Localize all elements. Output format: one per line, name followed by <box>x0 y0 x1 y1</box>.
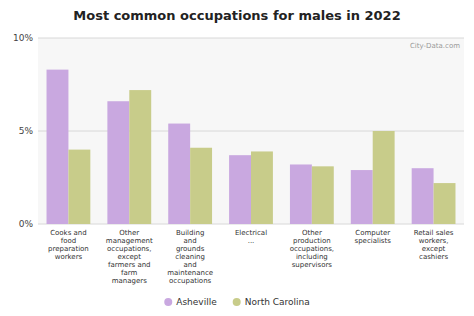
legend-label: Asheville <box>176 297 217 307</box>
x-tick-label-line: supervisors <box>292 261 333 269</box>
y-tick-label: 10% <box>13 33 33 43</box>
bar <box>434 183 456 224</box>
bar <box>68 150 90 224</box>
bar <box>47 70 69 224</box>
x-tick-label-line: Computer <box>355 229 390 237</box>
x-tick-label-line: occupations <box>169 277 212 285</box>
x-tick-label-line: cashiers <box>419 253 448 261</box>
x-tick-label-line: ... <box>248 237 255 245</box>
x-tick-label-line: Other <box>302 229 322 237</box>
x-tick-label-line: management <box>106 237 153 245</box>
x-tick-label-line: food <box>61 237 76 245</box>
x-tick-label-line: and <box>184 237 197 245</box>
legend-swatch <box>233 298 241 306</box>
bar <box>251 151 273 224</box>
x-tick-label-line: Electrical <box>235 229 267 237</box>
x-tick-label-line: Building <box>176 229 204 237</box>
x-tick-label-line: farmers and <box>108 261 151 269</box>
x-tick-label: Retail salesworkers,exceptcashiers <box>414 229 454 261</box>
x-tick-label-line: specialists <box>355 237 392 245</box>
x-tick-label: Computerspecialists <box>355 229 392 245</box>
x-tick-label-line: occupations, <box>290 245 334 253</box>
x-tick-label-line: preparation <box>48 245 89 253</box>
bar <box>190 148 212 224</box>
bar <box>229 155 251 224</box>
legend: Asheville North Carolina <box>164 297 310 307</box>
plot-area <box>38 38 464 224</box>
x-tick-label-line: cleaning <box>175 253 205 261</box>
x-tick-label: Otherproductionoccupations,includingsupe… <box>290 229 334 269</box>
legend-swatch <box>164 298 172 306</box>
legend-label: North Carolina <box>245 297 310 307</box>
bar <box>412 168 434 224</box>
x-tick-label-line: production <box>293 237 331 245</box>
x-tick-label-line: and <box>184 261 197 269</box>
bar <box>351 170 373 224</box>
x-tick-label-line: Other <box>119 229 139 237</box>
x-tick-label-line: including <box>296 253 328 261</box>
bar <box>107 101 129 224</box>
y-tick-label: 0% <box>19 219 34 229</box>
title: Most common occupations for males in 202… <box>73 8 400 23</box>
bar <box>312 166 334 224</box>
x-tick-label-line: workers <box>55 253 83 261</box>
x-tick-label-line: grounds <box>176 245 205 253</box>
x-tick-label: Electrical... <box>235 229 267 245</box>
x-tick-label-line: except <box>422 245 446 253</box>
bar <box>373 131 395 224</box>
x-tick-label-line: Retail sales <box>414 229 454 237</box>
watermark: City-Data.com <box>410 42 460 50</box>
x-tick-label-line: farm <box>121 269 138 277</box>
x-tick-label-line: except <box>118 253 142 261</box>
x-tick-label-line: managers <box>112 277 147 285</box>
x-tick-label: Buildingandgroundscleaningandmaintenance… <box>167 229 213 285</box>
grid-line <box>38 131 464 132</box>
y-tick-label: 5% <box>19 126 34 136</box>
bar <box>129 90 151 224</box>
bars <box>47 70 456 224</box>
bar <box>168 124 190 224</box>
x-tick-label-line: occupations, <box>107 245 151 253</box>
grid-line <box>38 38 464 39</box>
x-tick-label: Cooks andfoodpreparationworkers <box>48 229 89 261</box>
x-tick-label-line: workers, <box>419 237 449 245</box>
x-tick-label-line: maintenance <box>167 269 213 277</box>
x-tick-label: Othermanagementoccupations,exceptfarmers… <box>106 229 153 285</box>
bar <box>290 164 312 224</box>
x-tick-label-line: Cooks and <box>50 229 87 237</box>
chart: Most common occupations for males in 202… <box>0 0 474 316</box>
